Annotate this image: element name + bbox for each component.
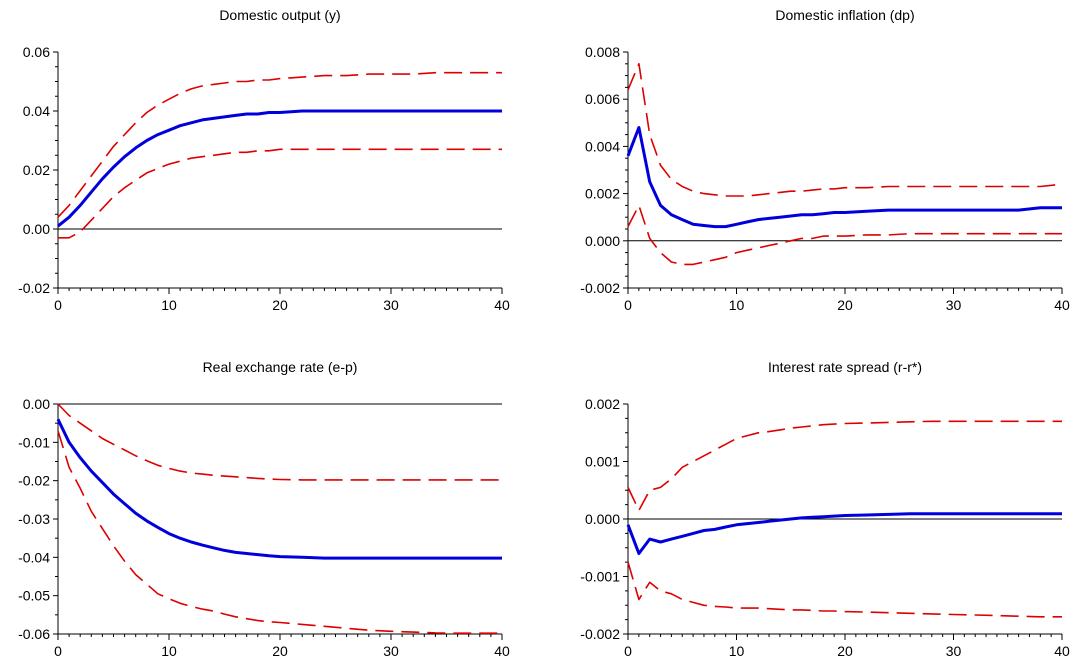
x-tick-label: 0 [54,297,62,313]
series-line-upper [57,403,502,481]
y-tick-label: 0.000 [585,233,620,249]
y-tick-label: 0.002 [585,186,620,202]
x-tick-label: 30 [946,643,962,659]
panel-domestic-output: Domestic output (y) -0.02 0.00 0.02 0.04 0.0… [18,7,510,313]
x-tick-label: 10 [161,297,177,313]
series-line-upper [57,71,502,218]
y-tick-label: 0.00 [23,396,50,412]
panel-title: Real exchange rate (e-p) [203,359,358,375]
y-tick-label: 0.02 [23,162,50,178]
y-tick-label: 0.04 [23,103,50,119]
y-tick-label: 0.006 [585,91,620,107]
x-tick-label: 40 [494,643,510,659]
series-line-estimate [57,109,502,228]
series-line-upper [627,420,1062,512]
x-tick-label: 10 [729,297,745,313]
y-tick-label: -0.03 [18,511,50,527]
x-tick-label: 10 [729,643,745,659]
panel-interest-rate-spread: Interest rate spread (r-r*) -0.002 -0.001… [580,359,1070,659]
series-line-upper [627,62,1063,197]
y-tick-label: 0.002 [585,396,620,412]
y-tick-label: -0.002 [580,626,620,642]
y-tick-label: -0.06 [18,626,50,642]
y-tick-label: -0.02 [18,473,50,489]
x-tick-label: 20 [837,643,853,659]
x-tick-label: 30 [383,297,399,313]
series-line-lower [58,148,502,239]
x-tick-label: 0 [54,643,62,659]
x-tick-label: 30 [383,643,399,659]
series-line-lower [57,430,502,635]
y-tick-label: 0.00 [23,221,50,237]
y-tick-label: -0.002 [580,280,620,296]
series-line-estimate [626,126,1062,229]
x-tick-label: 10 [161,643,177,659]
panel-title: Domestic inflation (dp) [775,7,914,23]
panel-real-exchange-rate: Real exchange rate (e-p) -0.06 -0.05 -0.04… [18,359,510,659]
x-tick-label: 40 [494,297,510,313]
series-line-lower [627,561,1062,618]
panel-title: Interest rate spread (r-r*) [768,359,922,375]
y-tick-label: -0.02 [18,280,50,296]
x-tick-label: 20 [272,643,288,659]
x-tick-label: 20 [837,297,853,313]
y-tick-label: -0.001 [580,569,620,585]
y-tick-label: 0.000 [585,511,620,527]
x-tick-label: 30 [946,297,962,313]
y-tick-label: 0.004 [585,138,620,154]
x-tick-label: 40 [1054,297,1070,313]
series-line-estimate [626,512,1062,555]
x-tick-label: 0 [624,643,632,659]
x-tick-label: 20 [272,297,288,313]
series-line-lower [627,204,1062,266]
panel-domestic-inflation: Domestic inflation (dp) -0.002 0.000 0.002… [580,7,1070,313]
y-tick-label: -0.05 [18,588,50,604]
panel-title: Domestic output (y) [219,7,340,23]
x-tick-label: 40 [1054,643,1070,659]
y-tick-label: 0.001 [585,454,620,470]
y-tick-label: 0.06 [23,44,50,60]
series-line-estimate [56,418,502,560]
x-tick-label: 0 [624,297,632,313]
y-tick-label: -0.01 [18,434,50,450]
y-tick-label: -0.04 [18,549,50,565]
y-tick-label: 0.008 [585,44,620,60]
